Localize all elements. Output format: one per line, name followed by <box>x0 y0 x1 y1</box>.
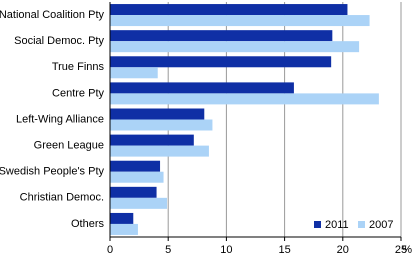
y-tick-label: True Finns <box>52 61 105 73</box>
x-tick-label: 0 <box>107 244 113 256</box>
bar <box>110 93 379 105</box>
legend-label: 2007 <box>369 219 393 231</box>
bar <box>110 30 333 42</box>
bar <box>110 134 194 146</box>
legend-swatch <box>314 221 321 228</box>
x-tick-label: 10 <box>220 244 232 256</box>
bar <box>110 4 348 16</box>
bar <box>110 160 161 172</box>
bar <box>110 145 209 157</box>
y-tick-label: Christian Democ. <box>20 192 104 204</box>
legend-label: 2011 <box>325 219 349 231</box>
bar <box>110 56 332 68</box>
bar <box>110 41 360 53</box>
y-tick-label: Green League <box>34 140 104 152</box>
x-tick-label: 20 <box>337 244 349 256</box>
bar <box>110 119 213 131</box>
y-tick-label: Left-Wing Alliance <box>16 113 104 125</box>
bar <box>110 223 138 235</box>
x-axis-unit: % <box>402 244 412 256</box>
x-tick-label: 15 <box>278 244 290 256</box>
x-tick-label: 25 <box>395 244 407 256</box>
bar <box>110 171 164 183</box>
y-tick-label: Swedish People's Pty <box>0 166 104 178</box>
y-tick-label: Others <box>71 218 105 230</box>
bar <box>110 82 294 94</box>
y-tick-label: National Coalition Pty <box>0 9 104 21</box>
bar <box>110 186 157 198</box>
y-tick-label: Social Democ. Pty <box>14 35 104 47</box>
y-tick-label: Centre Pty <box>52 87 104 99</box>
bar <box>110 212 134 224</box>
legend-swatch <box>358 221 365 228</box>
bar <box>110 15 370 27</box>
bar <box>110 197 168 209</box>
bar <box>110 108 205 120</box>
x-tick-label: 5 <box>165 244 171 256</box>
bar <box>110 67 158 79</box>
